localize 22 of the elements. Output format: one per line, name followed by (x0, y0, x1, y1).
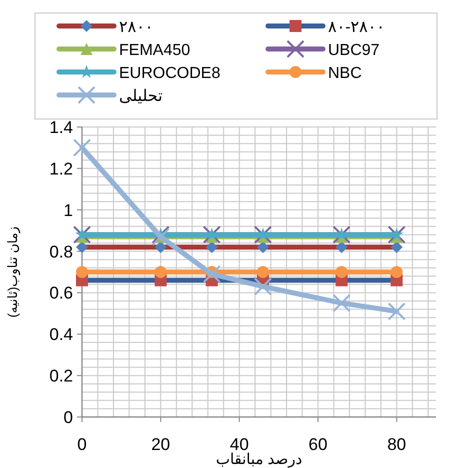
y-tick-label: 1.2 (49, 159, 73, 178)
x-tick-label: 80 (387, 435, 406, 454)
legend-label: EUROCODE8 (119, 65, 220, 82)
legend-label: FEMA450 (119, 42, 190, 59)
x-axis-title: درصد مبانقاب (216, 451, 302, 468)
y-axis-title: زمان تناوب(ثانیه) (5, 226, 21, 318)
x-tick-label: 40 (230, 435, 249, 454)
legend-label: ۸۰-۲۸۰۰ (328, 19, 385, 36)
legend-label: تحلیلی (119, 88, 163, 105)
y-tick-label: 0.2 (49, 366, 73, 386)
y-tick-label: 1.4 (49, 118, 73, 137)
legend-label: NBC (328, 65, 362, 82)
y-tick-label: 0.6 (49, 284, 73, 303)
y-tick-label: 0 (64, 408, 73, 427)
legend-label: UBC97 (328, 42, 380, 59)
x-tick-label: 20 (151, 435, 170, 454)
x-tick-label: 60 (308, 435, 328, 454)
y-tick-label: 0.4 (49, 325, 73, 344)
y-tick-label: 1 (64, 200, 73, 220)
x-tick-label: 0 (77, 435, 87, 454)
y-tick-label: 0.8 (49, 242, 73, 262)
legend-label: ۲۸۰۰ (119, 19, 154, 36)
